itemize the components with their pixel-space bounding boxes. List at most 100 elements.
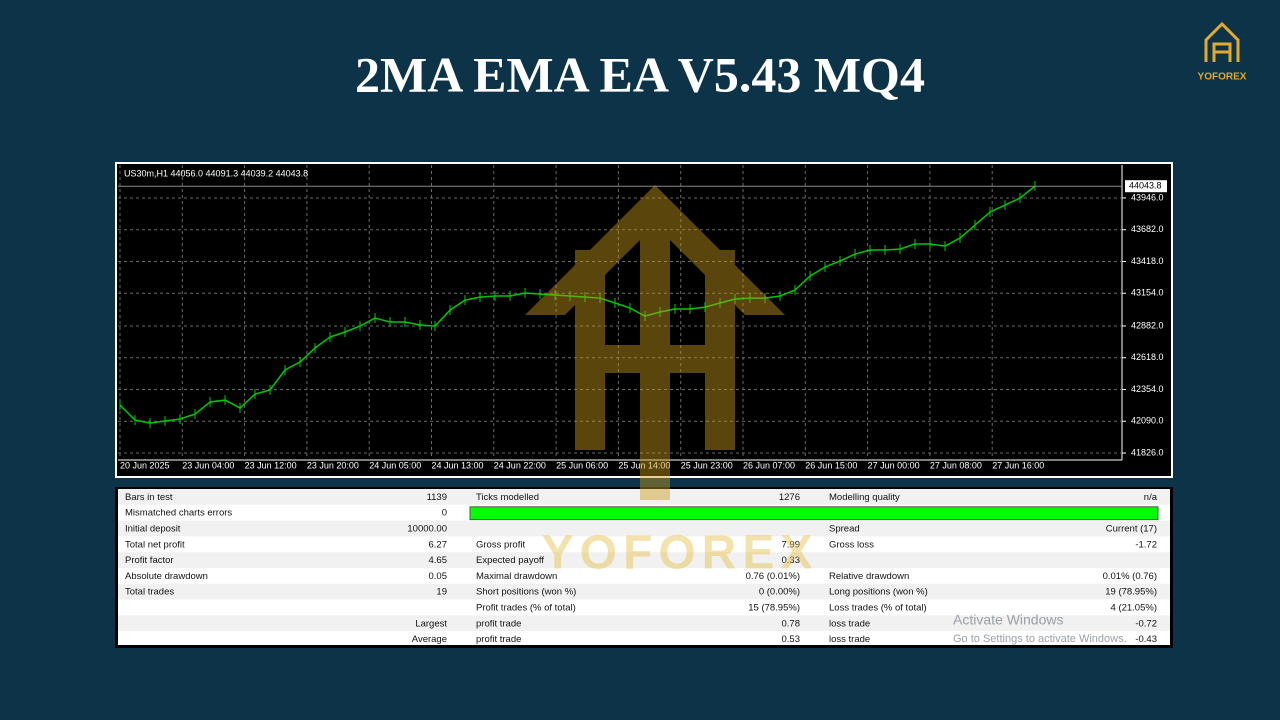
table-row — [118, 568, 1170, 584]
table-cell: 0.78 — [782, 618, 801, 629]
table-cell: 4 (21.05%) — [1111, 603, 1157, 614]
table-row — [118, 615, 1170, 632]
activation-hint: Go to Settings to activate Windows. — [953, 633, 1127, 645]
x-tick-label: 23 Jun 12:00 — [245, 460, 297, 470]
y-tick-label: 43682.0 — [1131, 224, 1164, 234]
brand-watermark: YOFOREX — [525, 185, 819, 580]
table-cell: Largest — [415, 618, 447, 629]
table-cell: 6.27 — [429, 539, 448, 550]
y-tick-label: 42354.0 — [1131, 384, 1164, 394]
page-title: 2MA EMA EA V5.43 MQ4 — [355, 46, 925, 102]
table-cell: Initial deposit — [125, 524, 181, 535]
table-cell: 0.05 — [429, 571, 448, 582]
table-cell: profit trade — [476, 618, 521, 629]
table-row — [118, 489, 1170, 505]
table-cell: -0.43 — [1135, 634, 1157, 645]
logo: YOFOREX — [1198, 21, 1247, 83]
table-cell: 15 (78.95%) — [748, 603, 800, 614]
table-cell: Maximal drawdown — [476, 571, 557, 582]
table-row — [118, 583, 1170, 600]
y-tick-label: 42618.0 — [1131, 352, 1164, 362]
table-cell: 1276 — [779, 492, 800, 503]
x-tick-label: 26 Jun 07:00 — [743, 460, 795, 470]
table-cell: 0.33 — [782, 555, 801, 566]
x-tick-label: 24 Jun 13:00 — [432, 460, 484, 470]
symbol-info: US30m,H1 44056.0 44091.3 44039.2 44043.8 — [124, 168, 308, 178]
table-cell: Absolute drawdown — [125, 571, 208, 582]
table-cell: Mismatched charts errors — [125, 508, 232, 519]
table-cell: Loss trades (% of total) — [829, 603, 927, 614]
activation-notice: Activate Windows — [953, 612, 1063, 628]
x-tick-label: 26 Jun 15:00 — [805, 460, 857, 470]
y-tick-label: 43946.0 — [1131, 192, 1164, 202]
table-cell: 19 — [436, 587, 447, 598]
table-cell: Gross loss — [829, 539, 874, 550]
table-cell: 0.01% (0.76) — [1103, 571, 1157, 582]
y-tick-label: 42882.0 — [1131, 320, 1164, 330]
table-cell: Current (17) — [1106, 524, 1157, 535]
x-tick-label: 23 Jun 20:00 — [307, 460, 359, 470]
chart-background — [117, 164, 1171, 476]
y-tick-label: 42090.0 — [1131, 416, 1164, 426]
current-price-label: 44043.8 — [1129, 181, 1162, 191]
y-tick-label: 43154.0 — [1131, 288, 1164, 298]
table-cell: Short positions (won %) — [476, 587, 576, 598]
logo-text: YOFOREX — [1198, 72, 1247, 83]
price-series — [119, 181, 1036, 429]
table-cell: loss trade — [829, 634, 870, 645]
table-cell: Relative drawdown — [829, 571, 909, 582]
watermark-text: YOFOREX — [542, 527, 819, 580]
table-row — [118, 520, 1170, 537]
x-tick-label: 24 Jun 05:00 — [369, 460, 421, 470]
table-cell: Expected payoff — [476, 555, 544, 566]
report-table: Bars in test 1139 Ticks modelled 1276 Modell… — [118, 489, 1170, 645]
x-tick-label: 27 Jun 08:00 — [930, 460, 982, 470]
table-cell: 10000.00 — [407, 524, 447, 535]
y-tick-label: 41826.0 — [1131, 447, 1164, 457]
axes: 41826.0 42090.0 42354.0 42618.0 42882.0 43154… — [118, 180, 1167, 470]
y-tick-label: 43418.0 — [1131, 256, 1164, 266]
x-tick-label: 24 Jun 22:00 — [494, 460, 546, 470]
table-cell: 4.65 — [429, 555, 448, 566]
table-row — [118, 552, 1170, 568]
table-cell: 7.99 — [782, 539, 801, 550]
x-tick-label: 25 Jun 06:00 — [556, 460, 608, 470]
table-cell: Total trades — [125, 587, 174, 598]
modelling-quality-bar — [469, 506, 1159, 521]
table-cell: n/a — [1144, 492, 1158, 503]
x-tick-label: 27 Jun 00:00 — [868, 460, 920, 470]
table-row — [118, 631, 1170, 645]
table-cell: Ticks modelled — [476, 492, 539, 503]
table-cell: 1139 — [427, 492, 447, 503]
table-cell: Profit factor — [125, 555, 174, 566]
x-tick-label: 23 Jun 04:00 — [182, 460, 234, 470]
table-cell: Profit trades (% of total) — [476, 603, 576, 614]
table-cell: Spread — [829, 524, 860, 535]
x-tick-label: 25 Jun 14:00 — [618, 460, 670, 470]
price-line — [119, 185, 1036, 424]
table-cell: 0 (0.00%) — [759, 587, 800, 598]
x-tick-label: 27 Jun 16:00 — [992, 460, 1044, 470]
table-cell: profit trade — [476, 634, 521, 645]
current-price-box — [1125, 180, 1167, 193]
table-cell: 0.76 (0.01%) — [746, 571, 800, 582]
x-tick-label: 25 Jun 23:00 — [681, 460, 733, 470]
table-cell: -1.72 — [1135, 539, 1157, 550]
table-row — [118, 536, 1170, 553]
table-cell: Gross profit — [476, 539, 525, 550]
table-cell: Modelling quality — [829, 492, 900, 503]
table-cell: Bars in test — [125, 492, 173, 503]
table-cell: Average — [412, 634, 447, 645]
table-cell: 19 (78.95%) — [1105, 587, 1157, 598]
table-cell: Long positions (won %) — [829, 587, 928, 598]
table-cell: loss trade — [829, 618, 870, 629]
grid — [118, 165, 1122, 460]
x-tick-label: 20 Jun 2025 — [120, 460, 170, 470]
table-row — [118, 599, 1170, 616]
table-cell: 0.53 — [782, 634, 801, 645]
table-cell: Total net profit — [125, 539, 185, 550]
table-cell: -0.72 — [1135, 618, 1157, 629]
table-cell: 0 — [442, 508, 447, 519]
